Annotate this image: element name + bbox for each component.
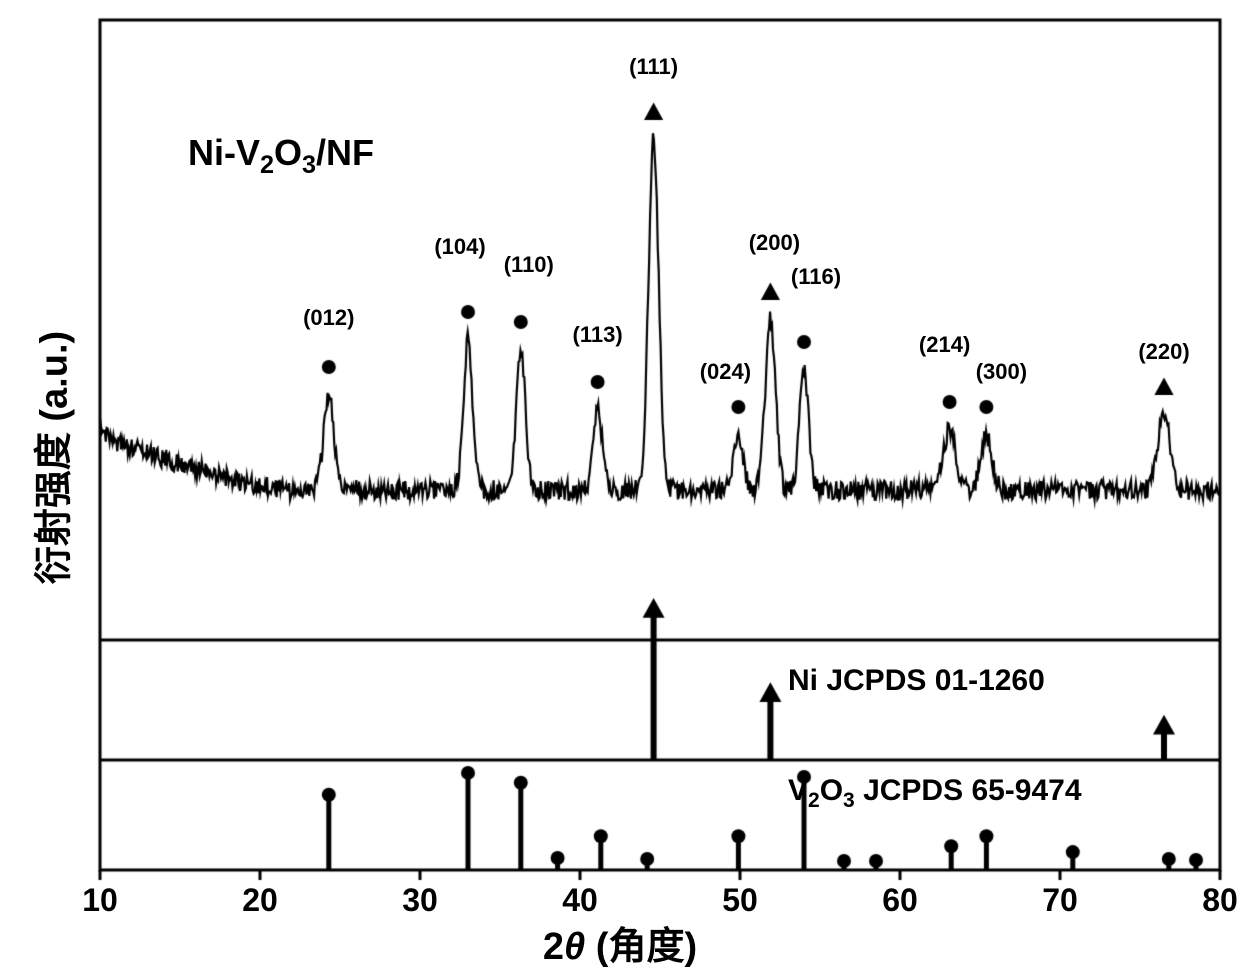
x-tick-label: 40	[550, 882, 610, 919]
x-tick-label: 20	[230, 882, 290, 919]
x-tick-label: 60	[870, 882, 930, 919]
y-axis-label: 衍射强度 (a.u.)	[23, 308, 78, 608]
ni-ref-label: Ni JCPDS 01-1260	[788, 664, 1045, 698]
peak-label: (012)	[284, 305, 374, 331]
v2o3-ref-label: V2O3 JCPDS 65-9474	[788, 774, 1082, 813]
peak-label: (116)	[771, 264, 861, 290]
peak-label: (214)	[900, 332, 990, 358]
x-tick-label: 50	[710, 882, 770, 919]
peak-label: (111)	[609, 54, 699, 80]
x-tick-label: 80	[1190, 882, 1240, 919]
peak-label: (024)	[680, 359, 770, 385]
x-tick-label: 30	[390, 882, 450, 919]
peak-label: (220)	[1119, 339, 1209, 365]
x-tick-label: 70	[1030, 882, 1090, 919]
peak-label: (113)	[553, 322, 643, 348]
x-tick-label: 10	[70, 882, 130, 919]
x-axis-label: 2θ (角度)	[0, 915, 1240, 970]
peak-label: (110)	[484, 252, 574, 278]
chart-canvas	[0, 0, 1240, 972]
sample-label: Ni-V2O3/NF	[188, 132, 374, 180]
peak-label: (300)	[956, 359, 1046, 385]
xrd-chart: 衍射强度 (a.u.) 2θ (角度) Ni-V2O3/NF Ni JCPDS …	[0, 0, 1240, 972]
peak-label: (200)	[729, 230, 819, 256]
